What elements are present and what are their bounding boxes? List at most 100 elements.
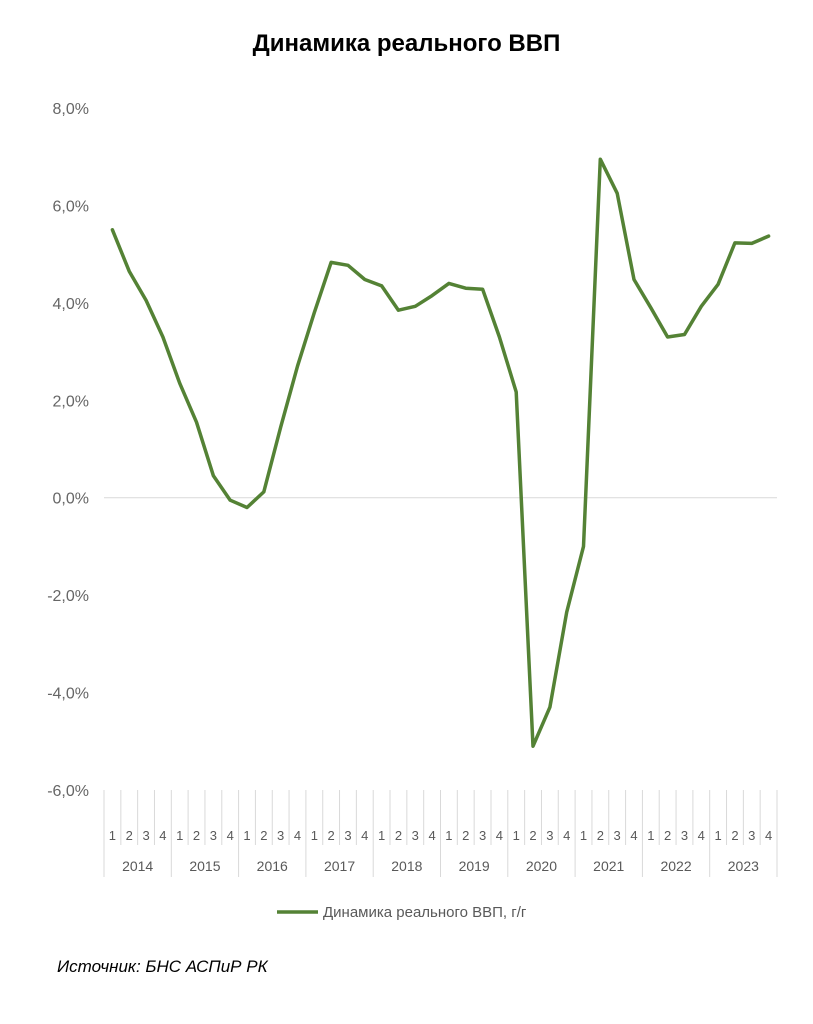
data-point	[363, 277, 367, 281]
data-point	[514, 390, 518, 394]
quarter-tick-label: 4	[496, 828, 503, 843]
quarter-tick-label: 1	[513, 828, 520, 843]
data-point	[346, 263, 350, 267]
quarter-tick-label: 3	[479, 828, 486, 843]
year-tick-label: 2019	[459, 858, 490, 874]
quarter-tick-label: 4	[361, 828, 368, 843]
data-point	[767, 234, 771, 238]
quarter-tick-label: 1	[109, 828, 116, 843]
data-point	[615, 191, 619, 195]
year-tick-label: 2023	[728, 858, 759, 874]
series-line-gdp	[110, 157, 771, 748]
quarter-tick-label: 3	[614, 828, 621, 843]
quarter-tick-label: 3	[142, 828, 149, 843]
data-point	[312, 311, 316, 315]
quarter-tick-label: 2	[529, 828, 536, 843]
quarter-tick-label: 1	[445, 828, 452, 843]
data-point	[497, 335, 501, 339]
data-point	[447, 281, 451, 285]
data-point	[245, 505, 249, 509]
data-point	[632, 277, 636, 281]
quarter-tick-label: 4	[159, 828, 166, 843]
quarter-tick-label: 2	[462, 828, 469, 843]
quarter-tick-label: 4	[294, 828, 301, 843]
quarter-tick-label: 3	[748, 828, 755, 843]
data-point	[531, 744, 535, 748]
y-tick-label: 8,0%	[53, 101, 89, 118]
data-point	[211, 474, 215, 478]
data-point	[178, 381, 182, 385]
year-tick-label: 2018	[391, 858, 422, 874]
year-tick-label: 2015	[189, 858, 220, 874]
data-point	[195, 420, 199, 424]
quarter-tick-label: 4	[765, 828, 772, 843]
legend-label: Динамика реального ВВП, г/г	[323, 904, 527, 921]
quarter-tick-label: 1	[176, 828, 183, 843]
data-point	[716, 282, 720, 286]
y-tick-label: -6,0%	[47, 783, 89, 800]
data-point	[295, 364, 299, 368]
data-point	[413, 304, 417, 308]
data-point	[110, 228, 114, 232]
quarter-tick-label: 3	[277, 828, 284, 843]
quarter-tick-label: 3	[210, 828, 217, 843]
data-point	[733, 241, 737, 245]
quarter-tick-label: 1	[311, 828, 318, 843]
quarter-tick-label: 3	[546, 828, 553, 843]
chart-title: Динамика реального ВВП	[252, 30, 561, 57]
quarter-tick-label: 4	[428, 828, 435, 843]
year-tick-label: 2022	[660, 858, 691, 874]
quarter-tick-label: 3	[412, 828, 419, 843]
quarter-tick-label: 4	[563, 828, 570, 843]
data-point	[682, 333, 686, 337]
year-tick-label: 2014	[122, 858, 153, 874]
quarter-tick-label: 2	[395, 828, 402, 843]
quarter-tick-label: 2	[126, 828, 133, 843]
year-tick-label: 2017	[324, 858, 355, 874]
data-point	[279, 425, 283, 429]
data-point	[329, 260, 333, 264]
quarter-tick-label: 1	[647, 828, 654, 843]
data-point	[750, 241, 754, 245]
quarter-tick-label: 4	[630, 828, 637, 843]
quarter-tick-label: 2	[193, 828, 200, 843]
data-point	[666, 335, 670, 339]
year-tick-label: 2021	[593, 858, 624, 874]
data-point	[396, 308, 400, 312]
data-point	[127, 269, 131, 273]
data-point	[228, 498, 232, 502]
legend: Динамика реального ВВП, г/г	[277, 904, 527, 921]
data-point	[161, 335, 165, 339]
quarter-tick-label: 2	[260, 828, 267, 843]
y-tick-label: 6,0%	[53, 198, 89, 215]
y-tick-label: 0,0%	[53, 491, 89, 508]
data-point	[430, 294, 434, 298]
quarter-tick-label: 2	[328, 828, 335, 843]
data-point	[144, 298, 148, 302]
quarter-tick-label: 1	[378, 828, 385, 843]
data-point	[262, 490, 266, 494]
data-point	[565, 610, 569, 614]
data-point	[598, 157, 602, 161]
quarter-tick-label: 3	[344, 828, 351, 843]
quarter-tick-label: 3	[681, 828, 688, 843]
y-tick-label: -4,0%	[47, 686, 89, 703]
y-axis: -6,0% -4,0% -2,0% 0,0% 2,0% 4,0% 6,0% 8,0%	[47, 101, 777, 800]
data-point	[464, 286, 468, 290]
data-point	[548, 705, 552, 709]
data-point	[481, 287, 485, 291]
series-layer	[110, 157, 771, 748]
year-tick-label: 2020	[526, 858, 557, 874]
quarter-tick-label: 1	[714, 828, 721, 843]
source-note: Источник: БНС АСПиР РК	[57, 957, 268, 976]
data-point	[649, 306, 653, 310]
quarter-tick-label: 2	[731, 828, 738, 843]
quarter-tick-label: 2	[664, 828, 671, 843]
year-tick-label: 2016	[257, 858, 288, 874]
data-point	[582, 544, 586, 548]
y-tick-label: -2,0%	[47, 588, 89, 605]
quarter-tick-label: 1	[243, 828, 250, 843]
quarter-tick-label: 1	[580, 828, 587, 843]
